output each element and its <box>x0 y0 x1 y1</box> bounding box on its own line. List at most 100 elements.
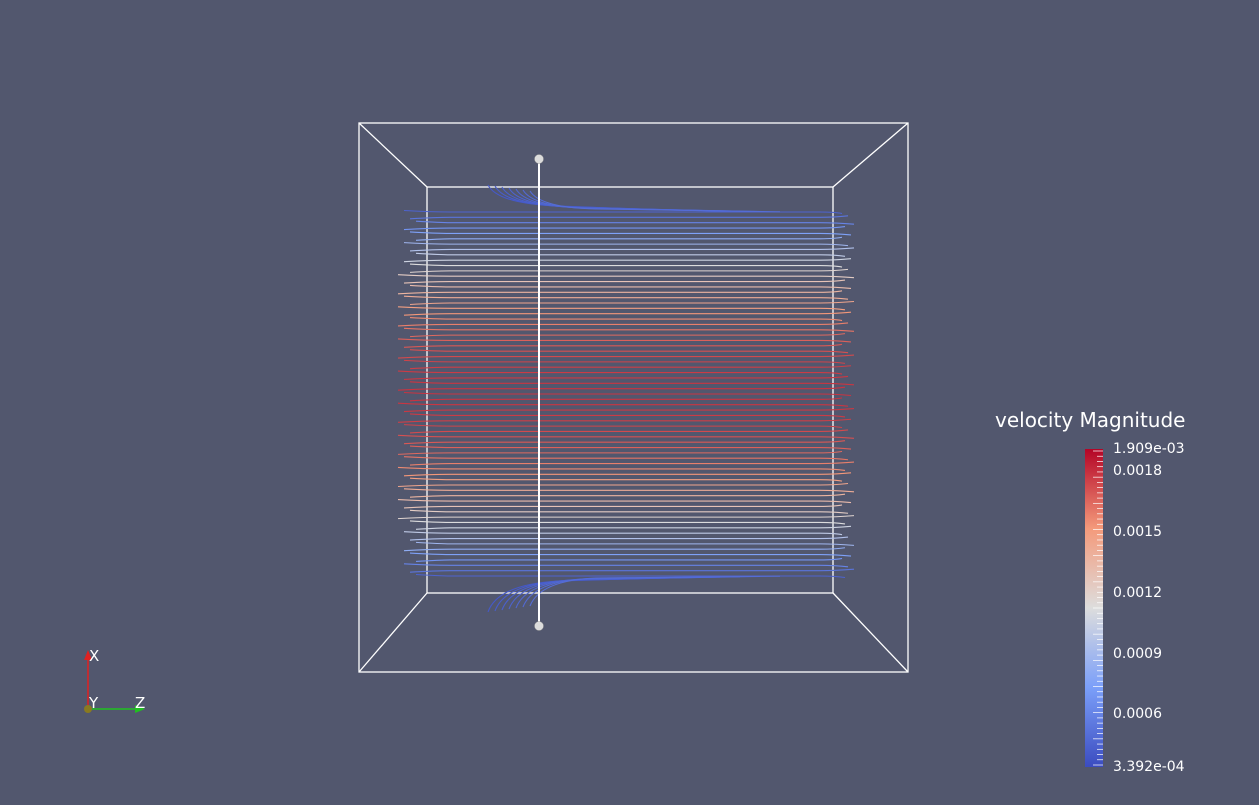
streamline <box>403 440 846 445</box>
streamline-curl-bottom <box>494 577 681 612</box>
streamline <box>403 242 849 247</box>
streamline <box>409 231 852 236</box>
orientation-axes <box>84 650 145 713</box>
streamline <box>415 252 846 257</box>
streamline <box>397 482 849 488</box>
line-source-widget[interactable] <box>534 154 544 631</box>
streamline <box>409 413 846 418</box>
colorbar-ticks <box>1093 450 1103 766</box>
streamline <box>409 509 849 514</box>
streamline <box>409 493 846 498</box>
z-axis-arrow-icon <box>135 705 145 713</box>
streamline <box>403 375 849 380</box>
streamline-curl-top <box>501 186 701 212</box>
outline-back-face <box>426 186 834 594</box>
streamline <box>403 226 846 231</box>
y-axis-label: Y <box>89 694 99 712</box>
scalar-bar-tick-label: 0.0018 <box>1113 463 1162 479</box>
y-axis-dot-icon <box>84 705 92 713</box>
streamline <box>403 504 843 509</box>
streamline <box>397 466 846 471</box>
streamline <box>397 322 849 327</box>
streamline <box>409 284 852 289</box>
streamline <box>403 424 843 429</box>
streamline <box>409 365 852 370</box>
streamline <box>409 349 849 354</box>
streamline <box>403 408 855 413</box>
line-source-handle-top[interactable] <box>534 154 544 164</box>
streamline <box>409 247 855 252</box>
scalar-bar-min-label: 3.392e-04 <box>1113 759 1185 775</box>
outline-edge <box>358 122 428 188</box>
streamline <box>415 236 843 241</box>
streamlines <box>397 184 855 613</box>
streamline <box>397 354 855 359</box>
streamline <box>403 488 855 493</box>
outline-edge <box>358 592 428 673</box>
streamline-curl-top <box>515 188 741 212</box>
streamline <box>409 317 843 322</box>
streamline <box>415 220 855 225</box>
streamline <box>409 429 849 434</box>
streamline <box>397 515 855 520</box>
streamline <box>397 306 846 311</box>
streamline <box>403 311 852 316</box>
streamline <box>409 381 855 386</box>
outline-edge <box>832 592 909 673</box>
streamline <box>397 290 843 295</box>
streamline-curl-bottom <box>501 576 701 611</box>
streamline <box>409 520 846 525</box>
scalar-bar-max-label: 1.909e-03 <box>1113 441 1185 457</box>
streamline-curl-bottom <box>529 575 781 607</box>
streamline <box>409 552 852 557</box>
streamline <box>403 279 846 284</box>
streamline-curl-top <box>522 189 761 213</box>
x-axis-arrow-icon <box>84 650 92 660</box>
streamline <box>397 274 855 279</box>
streamline <box>403 391 852 397</box>
outline-front-face <box>358 122 909 673</box>
streamline <box>397 434 855 439</box>
scalar-bar-tick-label: 0.0006 <box>1113 706 1162 722</box>
scalar-bar-title: velocity Magnitude <box>995 408 1186 432</box>
streamline <box>403 295 849 300</box>
streamline <box>403 343 843 348</box>
streamline <box>409 300 855 306</box>
line-source-handle-bottom[interactable] <box>534 621 544 631</box>
streamline <box>403 209 843 215</box>
streamline <box>409 445 852 450</box>
streamline <box>397 402 849 407</box>
streamline <box>415 573 846 579</box>
outline-edge <box>832 122 909 188</box>
streamline <box>397 418 852 423</box>
scalar-bar-tick-label: 0.0009 <box>1113 646 1162 662</box>
streamline <box>403 531 843 536</box>
streamline <box>415 525 852 530</box>
streamline <box>415 541 855 546</box>
streamline <box>409 333 846 338</box>
streamline <box>397 450 843 455</box>
streamline <box>397 370 843 375</box>
streamline <box>403 547 846 552</box>
streamline <box>403 359 846 364</box>
streamline <box>403 472 852 477</box>
streamline <box>409 268 849 273</box>
streamline <box>397 386 846 391</box>
streamline <box>403 258 852 263</box>
streamline <box>397 499 852 504</box>
streamline <box>409 397 843 402</box>
scalar-bar-tick-label: 0.0012 <box>1113 585 1162 601</box>
streamline <box>409 536 849 541</box>
colorbar <box>1085 449 1103 767</box>
scalar-bar-tick-label: 0.0015 <box>1113 524 1162 540</box>
streamline <box>403 563 849 568</box>
streamline <box>409 461 855 466</box>
streamline-curl-top <box>529 190 781 213</box>
streamline <box>415 557 843 562</box>
streamline <box>403 327 855 332</box>
streamline <box>403 456 849 461</box>
streamline <box>397 338 852 343</box>
outline-box <box>358 122 909 673</box>
